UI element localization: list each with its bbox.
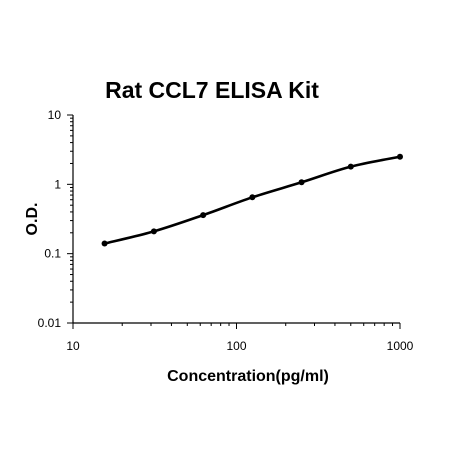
x-axis-label: Concentration(pg/ml): [167, 368, 329, 385]
data-point: [150, 228, 157, 235]
plot-area: 10 100 1000 0.01 0.1 1 10: [38, 108, 414, 353]
data-point: [249, 194, 256, 201]
data-point: [200, 212, 207, 219]
x-tick-label: 1000: [387, 339, 414, 353]
y-tick-label: 10: [48, 108, 62, 122]
y-axis-label: O.D.: [24, 203, 41, 236]
data-point: [397, 153, 403, 160]
x-tick-label: 10: [66, 339, 80, 353]
y-tick-label: 1: [54, 177, 61, 191]
data-point: [101, 240, 108, 247]
x-tick-label: 100: [226, 339, 246, 353]
y-tick-label: 0.1: [44, 247, 61, 261]
data-point: [347, 163, 354, 170]
y-tick-label: 0.01: [38, 316, 62, 330]
chart-title: Rat CCL7 ELISA Kit: [105, 77, 319, 103]
data-point: [298, 179, 305, 186]
